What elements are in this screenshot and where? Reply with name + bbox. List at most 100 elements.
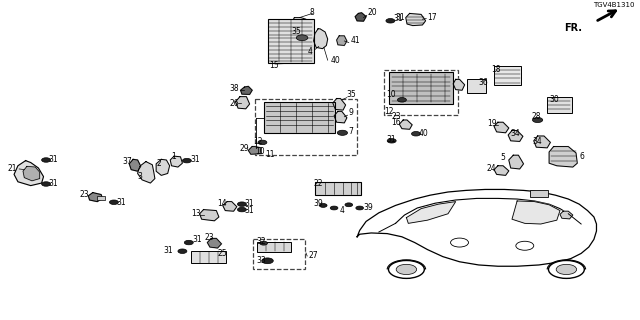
Circle shape bbox=[386, 19, 395, 23]
Polygon shape bbox=[207, 238, 221, 248]
Text: 18: 18 bbox=[492, 65, 501, 74]
Bar bbox=[97, 196, 105, 200]
Bar bbox=[315, 182, 361, 195]
Polygon shape bbox=[156, 159, 170, 175]
Polygon shape bbox=[248, 147, 261, 154]
Text: 39: 39 bbox=[364, 203, 373, 212]
Text: 21: 21 bbox=[8, 164, 17, 173]
Text: 2: 2 bbox=[157, 159, 161, 168]
Text: 14: 14 bbox=[218, 199, 227, 208]
Text: 13: 13 bbox=[191, 209, 200, 218]
Text: 20: 20 bbox=[368, 8, 378, 17]
Text: 26: 26 bbox=[229, 99, 239, 108]
Circle shape bbox=[532, 117, 543, 123]
Circle shape bbox=[412, 132, 420, 136]
Bar bbox=[547, 97, 572, 113]
Circle shape bbox=[237, 202, 246, 206]
Circle shape bbox=[345, 203, 353, 207]
Polygon shape bbox=[357, 189, 596, 266]
Circle shape bbox=[516, 241, 534, 250]
Polygon shape bbox=[138, 162, 155, 183]
Text: 33: 33 bbox=[256, 256, 266, 265]
Text: 34: 34 bbox=[532, 137, 542, 146]
Text: 4: 4 bbox=[339, 206, 344, 215]
Text: FR.: FR. bbox=[564, 23, 582, 33]
Polygon shape bbox=[494, 166, 509, 175]
Polygon shape bbox=[399, 120, 412, 129]
Text: 40: 40 bbox=[419, 129, 428, 138]
Text: 31: 31 bbox=[393, 14, 403, 23]
Polygon shape bbox=[334, 111, 347, 123]
Text: 31: 31 bbox=[244, 199, 254, 208]
Polygon shape bbox=[508, 131, 523, 141]
Circle shape bbox=[337, 130, 348, 135]
Polygon shape bbox=[223, 202, 237, 211]
Text: 16: 16 bbox=[392, 118, 401, 127]
Text: 23: 23 bbox=[80, 190, 90, 199]
Bar bbox=[257, 242, 291, 252]
Text: 31: 31 bbox=[49, 179, 58, 188]
Text: 31: 31 bbox=[191, 155, 200, 164]
Circle shape bbox=[42, 158, 51, 162]
Text: 5: 5 bbox=[500, 153, 506, 162]
Polygon shape bbox=[406, 202, 456, 223]
Polygon shape bbox=[406, 13, 426, 26]
Polygon shape bbox=[560, 211, 573, 219]
Circle shape bbox=[356, 206, 364, 210]
Bar bbox=[389, 72, 453, 104]
Text: 31: 31 bbox=[192, 235, 202, 244]
Text: 31: 31 bbox=[387, 135, 396, 144]
Polygon shape bbox=[494, 122, 509, 133]
Bar bbox=[191, 251, 226, 263]
Text: 31: 31 bbox=[396, 13, 405, 22]
Polygon shape bbox=[241, 86, 252, 94]
Text: 23: 23 bbox=[205, 233, 214, 242]
Text: 39: 39 bbox=[314, 199, 323, 208]
Text: 15: 15 bbox=[269, 61, 278, 70]
Text: 29: 29 bbox=[240, 144, 250, 153]
Polygon shape bbox=[337, 36, 347, 45]
Text: 31: 31 bbox=[49, 155, 58, 164]
Bar bbox=[253, 239, 305, 269]
Text: 8: 8 bbox=[309, 8, 314, 17]
Polygon shape bbox=[200, 210, 219, 221]
Text: 32: 32 bbox=[256, 237, 266, 246]
Text: TGV4B1310: TGV4B1310 bbox=[593, 2, 635, 8]
Bar bbox=[530, 190, 548, 197]
Circle shape bbox=[109, 200, 118, 204]
Text: 34: 34 bbox=[511, 129, 520, 138]
Text: 10: 10 bbox=[387, 90, 396, 99]
Bar bbox=[494, 66, 521, 85]
Text: 17: 17 bbox=[428, 13, 437, 22]
Text: 27: 27 bbox=[308, 252, 318, 260]
Bar bbox=[268, 19, 314, 63]
Text: 41: 41 bbox=[351, 36, 360, 45]
Polygon shape bbox=[333, 99, 346, 110]
Polygon shape bbox=[14, 161, 44, 186]
Circle shape bbox=[258, 140, 267, 145]
Text: 37: 37 bbox=[123, 157, 132, 166]
Text: 12: 12 bbox=[253, 137, 263, 146]
Text: 35: 35 bbox=[291, 27, 301, 36]
Polygon shape bbox=[549, 147, 577, 167]
Circle shape bbox=[42, 182, 51, 186]
Polygon shape bbox=[355, 13, 366, 21]
Polygon shape bbox=[453, 79, 465, 90]
Text: 22: 22 bbox=[314, 179, 323, 188]
Text: 12: 12 bbox=[384, 107, 394, 116]
Circle shape bbox=[556, 264, 577, 275]
Circle shape bbox=[548, 260, 584, 278]
Bar bbox=[264, 102, 335, 133]
Polygon shape bbox=[236, 97, 250, 109]
Text: 11: 11 bbox=[265, 150, 275, 159]
Polygon shape bbox=[534, 136, 550, 148]
Polygon shape bbox=[23, 166, 40, 181]
Circle shape bbox=[396, 264, 417, 275]
Circle shape bbox=[296, 35, 308, 41]
Text: 19: 19 bbox=[488, 119, 497, 128]
Text: 10: 10 bbox=[255, 147, 264, 156]
Circle shape bbox=[184, 240, 193, 245]
Circle shape bbox=[182, 158, 191, 163]
Text: 40: 40 bbox=[330, 56, 340, 65]
Circle shape bbox=[262, 258, 273, 264]
